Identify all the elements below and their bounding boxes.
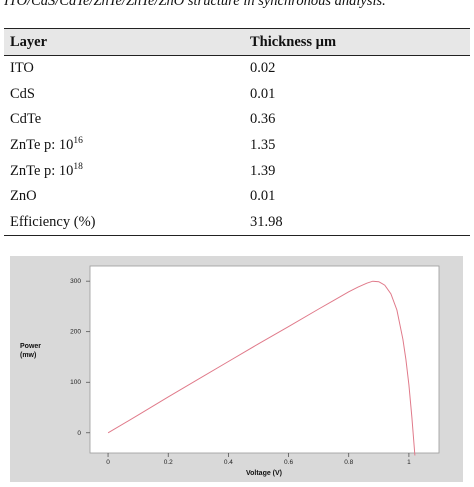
y-tick-label: 0 (77, 430, 81, 437)
layer-cell: CdTe (4, 107, 244, 133)
y-tick-label: 300 (70, 278, 81, 285)
x-tick-label: 0.8 (344, 459, 353, 466)
chart-svg: 0 0.2 0.4 0.6 0.8 1 0 100 200 300 Power (mw) Volt… (20, 265, 440, 477)
layer-cell: ITO (4, 56, 244, 82)
layer-cell: ZnTe p: 1016 (4, 133, 244, 159)
table-row: ZnTe p: 1018 1.39 (4, 158, 470, 184)
plot-area (89, 265, 440, 454)
x-tick-label: 0.6 (284, 459, 293, 466)
y-axis-label: Power (20, 343, 41, 350)
x-tick-label: 0.4 (224, 459, 233, 466)
thickness-cell: 31.98 (244, 209, 470, 237)
x-axis-label: Voltage (V) (246, 470, 282, 477)
power-voltage-chart: 0 0.2 0.4 0.6 0.8 1 0 100 200 300 Power (mw) Volt… (10, 256, 463, 482)
thickness-cell: 0.01 (250, 188, 276, 205)
table-row: Efficiency (%) 31.98 (4, 209, 470, 237)
layer-cell: Efficiency (%) (4, 209, 244, 237)
thickness-cell: 0.01 (250, 85, 276, 102)
table-row: CdTe 0.36 (4, 107, 470, 133)
table-row: CdS 0.01 (4, 82, 470, 108)
layer-name: ZnTe p: 10 (10, 162, 74, 179)
x-tick-label: 0.2 (164, 459, 173, 466)
axis-ticks: 0 0.2 0.4 0.6 0.8 1 0 100 200 300 (70, 278, 411, 466)
thickness-cell: 0.36 (250, 111, 276, 128)
layer-exponent: 18 (73, 161, 83, 172)
layer-name: ZnO (10, 188, 37, 205)
table-row: ITO 0.02 (4, 56, 470, 82)
x-tick-label: 0 (106, 459, 110, 466)
x-tick-label: 1 (407, 459, 411, 466)
y-tick-label: 100 (70, 379, 81, 386)
layer-name: CdTe (10, 111, 42, 128)
y-tick-label: 200 (70, 329, 81, 336)
y-axis-unit-label: (mw) (20, 352, 36, 359)
table-row: ZnO 0.01 (4, 184, 470, 210)
layer-cell: CdS (4, 82, 244, 108)
thickness-table: Layer Thickness µm ITO 0.02 CdS 0.01 CdT… (4, 28, 470, 237)
header-layer: Layer (4, 28, 244, 56)
thickness-cell: 1.39 (250, 162, 276, 179)
layer-name: Efficiency (%) (10, 213, 96, 230)
layer-cell: ZnO (4, 184, 244, 210)
layer-cell: ZnTe p: 1018 (4, 158, 244, 184)
table-caption: ITO/CdS/CdTe/ZnTe/ZnTe/ZnO structure in … (4, 0, 386, 9)
header-thickness: Thickness µm (244, 28, 470, 56)
thickness-cell: 0.02 (250, 60, 276, 77)
layer-name: CdS (10, 85, 35, 102)
layer-name: ZnTe p: 10 (10, 137, 74, 154)
table-row: ZnTe p: 1016 1.35 (4, 133, 470, 159)
layer-exponent: 16 (73, 136, 83, 147)
power-curve (107, 280, 416, 456)
layer-name: ITO (10, 60, 34, 77)
thickness-cell: 1.35 (250, 137, 276, 154)
table-header-row: Layer Thickness µm (4, 28, 470, 56)
